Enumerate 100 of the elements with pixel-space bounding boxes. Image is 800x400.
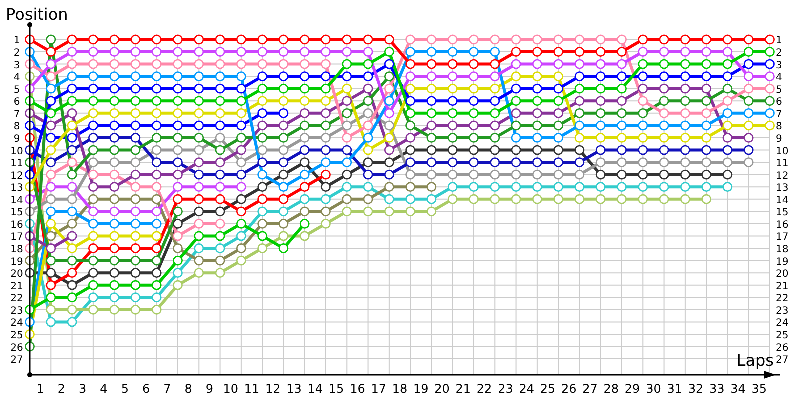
point [342,59,352,70]
point [574,59,585,70]
point [765,34,775,45]
point [680,145,690,156]
point [46,292,56,303]
point [448,145,458,156]
point [300,158,310,168]
point [744,108,754,118]
point [744,158,754,168]
point [110,59,120,70]
point [215,170,226,180]
point [765,96,775,106]
point [469,59,479,70]
point [384,96,394,106]
point [236,84,246,94]
point [680,59,690,70]
point [406,47,416,57]
point [152,47,162,57]
point [342,182,352,192]
point [110,244,120,254]
point [152,170,162,180]
x-tick-label: 32 [688,382,704,396]
point [702,194,712,204]
point [215,145,226,156]
point [173,47,183,57]
point [532,145,542,156]
point [659,47,670,57]
point [426,145,437,156]
point [173,268,183,278]
point [638,170,648,180]
point [702,170,712,180]
point [88,231,98,242]
point [46,34,56,45]
x-tick-label: 1 [36,382,44,396]
x-tick-label: 7 [164,382,172,396]
y2-tick-label: 1 [776,36,782,47]
point [300,194,310,204]
point [300,145,310,156]
point [258,47,268,57]
x-tick-label: 20 [434,382,450,396]
x-tick-label: 33 [710,382,725,396]
point [173,145,183,156]
point [88,133,98,143]
point [46,108,56,118]
point [638,182,648,192]
point [46,59,56,70]
point [406,108,416,118]
point [88,292,98,303]
point [88,170,98,180]
point [194,72,204,82]
point [426,47,437,57]
point [278,120,289,131]
point [722,84,733,94]
point [67,59,78,70]
point [617,194,627,204]
y-tick-label: 8 [14,122,20,133]
point [321,84,331,94]
point [321,120,331,131]
point [342,206,352,217]
y-tick-label: 3 [14,60,20,72]
point [469,84,479,94]
point [384,47,394,57]
point [300,133,310,143]
point [680,158,690,168]
point [617,182,627,192]
point [532,47,542,57]
point [532,72,542,82]
point [765,108,775,118]
point [130,244,141,254]
point [638,145,648,156]
point [152,218,162,229]
y2-tick-label: 5 [776,84,782,96]
point [722,34,733,45]
point [215,72,226,82]
y2-tick-label: 23 [776,306,789,317]
point [110,96,120,106]
point [384,72,394,82]
point [554,145,564,156]
point [321,194,331,204]
point [321,206,331,217]
point [596,182,606,192]
x-tick-label: 2 [58,382,66,396]
point [554,158,564,168]
point [490,72,500,82]
point [278,145,289,156]
point [194,96,204,106]
point [511,145,522,156]
point [67,292,78,303]
point [88,304,98,315]
point [194,145,204,156]
point [236,96,246,106]
point [258,96,268,106]
y2-tick-label: 27 [776,355,789,366]
point [88,145,98,156]
point [194,47,204,57]
point [236,231,246,242]
point [321,59,331,70]
x-tick-label: 6 [142,382,150,396]
point [236,158,246,168]
point [511,158,522,168]
